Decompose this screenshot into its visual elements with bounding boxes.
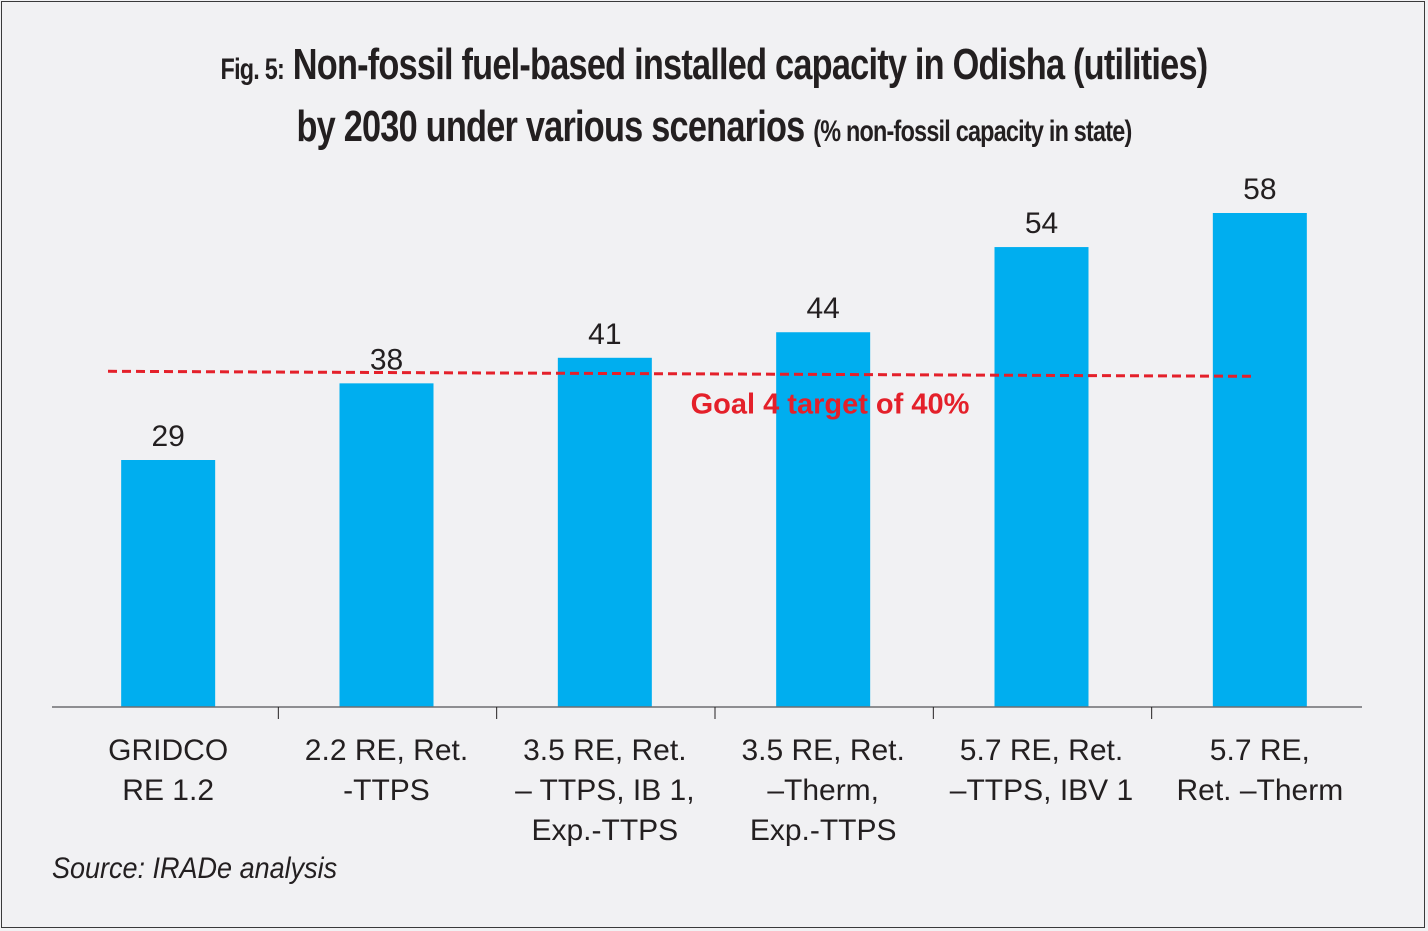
x-tick-label: GRIDCO [108,734,228,767]
data-label: 54 [1025,207,1058,240]
x-tick-label: 3.5 RE, Ret. [523,734,686,767]
figure-number: Fig. 5: [220,53,285,86]
target-line-label: Goal 4 target of 40% [691,388,970,420]
x-tick-label: 3.5 RE, Ret. [741,734,904,767]
x-tick-label: 2.2 RE, Ret. [305,734,468,767]
source-note: Source: IRADe analysis [52,852,338,885]
target-line [107,369,1255,378]
bar [776,332,871,707]
x-tick-label: Exp.-TTPS [750,814,897,847]
data-label: 38 [370,343,403,376]
data-label: 41 [588,318,621,351]
x-tick-label: -TTPS [343,774,430,807]
bar [339,383,434,707]
x-tick-label: –Therm, [767,774,879,807]
chart-title-line1: Fig. 5: Non-fossil fuel-based installed … [157,40,1271,90]
bar [1212,213,1307,707]
data-label: 58 [1243,173,1276,206]
x-tick-label: – TTPS, IB 1, [515,774,695,807]
bar [557,357,652,707]
x-tick-label: Exp.-TTPS [531,814,678,847]
chart-title-continued: by 2030 under various scenarios [296,102,805,151]
bar [994,247,1089,707]
x-tick-label: –TTPS, IBV 1 [950,774,1133,807]
data-label: 44 [806,292,839,325]
chart-title-line2: by 2030 under various scenarios (% non-f… [157,102,1271,152]
x-tick-label: Ret. –Therm [1176,774,1343,807]
x-tick-label: 5.7 RE, Ret. [960,734,1123,767]
chart-title-main: Non-fossil fuel-based installed capacity… [292,40,1208,89]
bar [121,460,216,707]
chart-subtitle: (% non-fossil capacity in state) [813,115,1132,148]
x-tick-label: 5.7 RE, [1210,734,1310,767]
data-label: 29 [151,420,184,453]
x-tick-label: RE 1.2 [122,774,214,807]
